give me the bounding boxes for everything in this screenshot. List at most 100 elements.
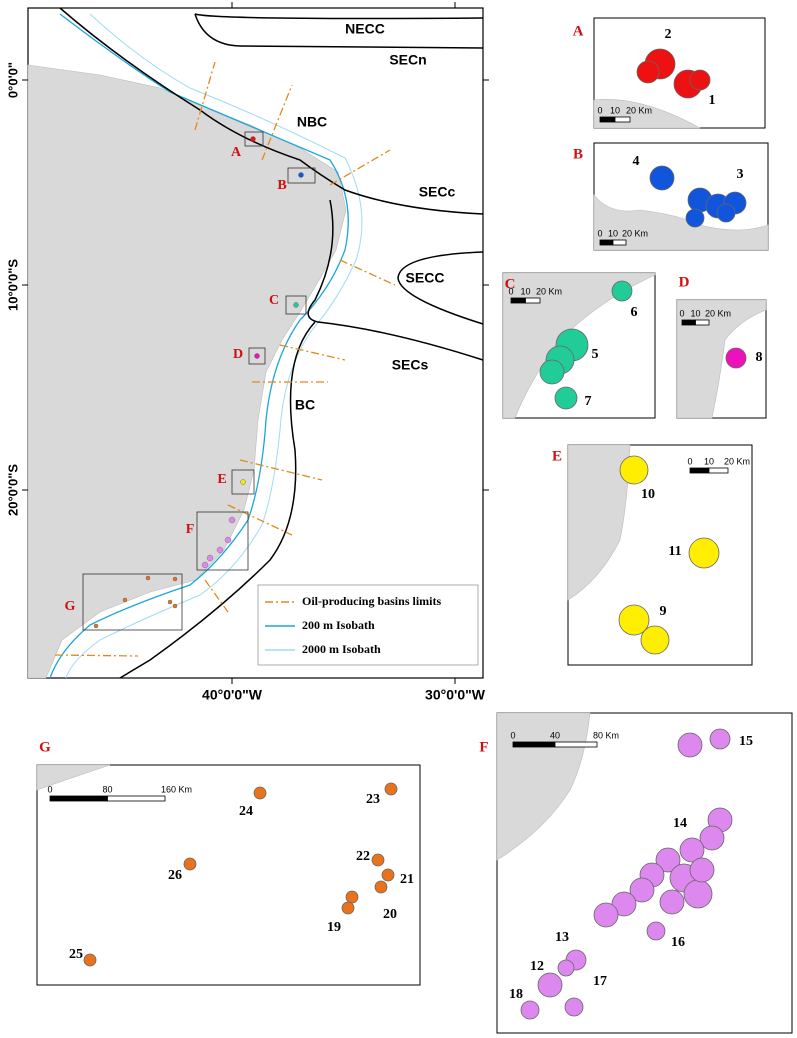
site-number: 25 (69, 947, 83, 962)
scale-label: 10 (704, 456, 714, 466)
scale-label: 80 (102, 784, 112, 794)
site-polygon (699, 825, 725, 851)
scale-bar (512, 741, 556, 748)
site-dot (240, 479, 246, 485)
main-map (27, 7, 484, 679)
land (27, 64, 347, 679)
scale-label: 0 (679, 308, 684, 318)
scale-bar (510, 297, 526, 304)
scale-bar (689, 467, 710, 474)
site-number: 20 (383, 907, 397, 922)
isobath-200 (49, 13, 349, 679)
site-number: 23 (366, 792, 380, 807)
site-polygon (683, 879, 713, 909)
site-polygon (655, 847, 681, 873)
scale-label: 40 (550, 730, 560, 740)
site-polygon (381, 868, 395, 882)
site-dot (206, 554, 214, 562)
site-polygon (688, 537, 720, 569)
scale-label: 0 (508, 286, 513, 296)
site-number: 1 (709, 93, 716, 108)
site-number: 22 (356, 849, 370, 864)
lon-label: 40°0'0"W (202, 687, 263, 703)
lat-label: 20°0'0"S (5, 464, 20, 516)
scale-bar (599, 239, 614, 246)
site-dot (216, 546, 224, 554)
site-polygon (520, 1000, 540, 1020)
site-polygon (689, 857, 715, 883)
site-dot (293, 302, 299, 308)
site-number: 26 (168, 868, 182, 883)
site-dot (172, 603, 178, 609)
site-number: 6 (631, 305, 638, 320)
site-number: 7 (585, 394, 592, 409)
scale-bar (49, 795, 108, 802)
site-dot (254, 353, 260, 359)
inset-letter: D (679, 274, 690, 290)
box-label: D (233, 347, 243, 362)
scale-label: 20 Km (536, 286, 562, 296)
scale-label: 0 (597, 105, 602, 115)
site-number: 21 (400, 872, 414, 887)
site-dot (228, 516, 236, 524)
isobath-2000 (65, 13, 363, 679)
site-number: 8 (756, 350, 763, 365)
site-polygon (689, 69, 711, 91)
site-polygon (659, 889, 685, 915)
lat-label: 0°0'0" (5, 62, 20, 98)
scale-label: 0 (510, 730, 515, 740)
inset-letter: C (505, 276, 516, 292)
site-polygon (709, 728, 731, 750)
box-label: E (217, 472, 226, 487)
current-label: SECC (406, 270, 445, 286)
site-polygon (593, 902, 619, 928)
currents (59, 7, 484, 679)
site-number: 3 (737, 167, 744, 182)
scale-bar (599, 116, 616, 123)
site-dot (93, 623, 99, 629)
site-dot (167, 599, 173, 605)
site-number: 24 (239, 804, 253, 819)
scale-label: 0 (687, 456, 692, 466)
site-number: 5 (592, 347, 599, 362)
site-number: 12 (530, 959, 544, 974)
legend-label: Oil-producing basins limits (302, 594, 441, 608)
scale-bar (614, 116, 631, 123)
site-polygon (611, 891, 637, 917)
site-polygon (636, 60, 660, 84)
scale-label: 10 (520, 286, 530, 296)
site-dot (145, 575, 151, 581)
inset-land (36, 764, 111, 791)
scale-bar (525, 297, 541, 304)
site-polygon (629, 877, 655, 903)
scale-label: 0 (597, 228, 602, 238)
scale-bar (554, 741, 598, 748)
site-polygon (649, 165, 675, 191)
site-polygon (537, 972, 563, 998)
site-polygon (371, 853, 385, 867)
box-label: B (277, 178, 286, 193)
scale-label: 20 Km (622, 228, 648, 238)
site-polygon (646, 921, 666, 941)
scale-label: 80 Km (593, 730, 619, 740)
box-label: C (269, 293, 279, 308)
basin-limits (54, 61, 396, 657)
site-polygon (685, 208, 705, 228)
site-dot (201, 561, 209, 569)
site-number: 15 (739, 734, 753, 749)
box-label: G (65, 599, 76, 614)
scale-label: 10 (690, 308, 700, 318)
site-number: 13 (555, 930, 569, 945)
site-dot (122, 597, 128, 603)
current-label: NBC (297, 114, 327, 130)
site-polygon (618, 604, 650, 636)
lon-label: 30°0'0"W (425, 687, 486, 703)
current-label: SECn (389, 52, 426, 68)
scale-bar (708, 467, 729, 474)
current-label: BC (295, 397, 315, 413)
current-label: NECC (345, 21, 385, 37)
scale-label: 160 Km (161, 784, 192, 794)
scale-bar (612, 239, 627, 246)
scale-bar (681, 319, 696, 326)
